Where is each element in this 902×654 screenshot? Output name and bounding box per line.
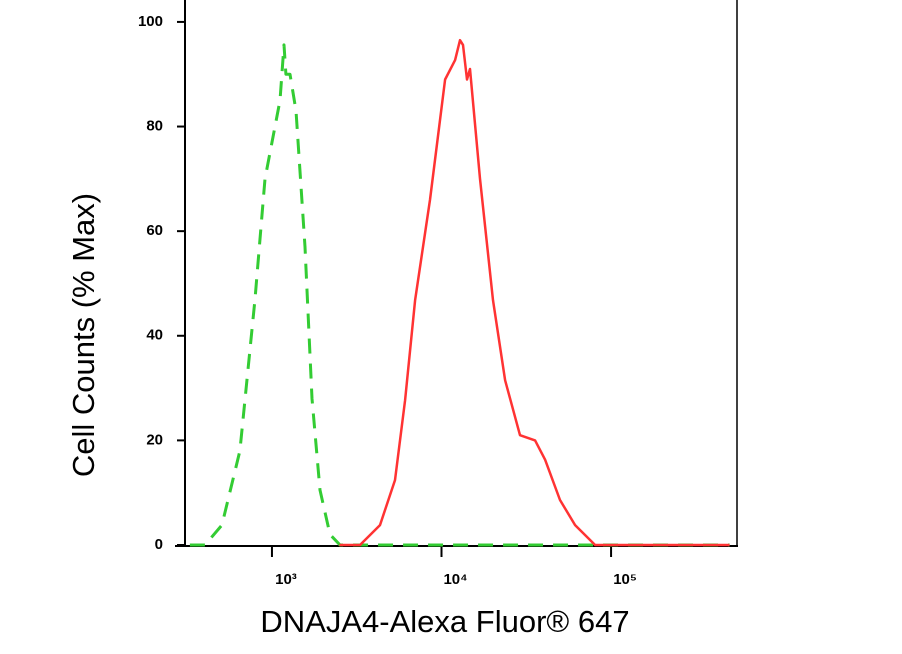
histogram-line	[339, 38, 730, 547]
x-axis-title: DNAJA4-Alexa Fluor® 647	[260, 604, 629, 639]
y-tick-label: 80	[146, 118, 163, 135]
x-tick-label: 10³	[275, 571, 297, 588]
y-tick-label: 20	[146, 431, 163, 448]
x-tick-label: 10⁴	[443, 571, 467, 588]
histogram-line	[189, 43, 730, 547]
y-tick-label: 100	[138, 13, 163, 30]
y-tick-label: 40	[146, 327, 163, 344]
y-tick-label: 0	[155, 536, 163, 553]
y-tick-label: 60	[146, 222, 163, 239]
y-axis-title: Cell Counts (% Max)	[66, 193, 101, 477]
x-tick-label: 10⁵	[613, 571, 637, 588]
